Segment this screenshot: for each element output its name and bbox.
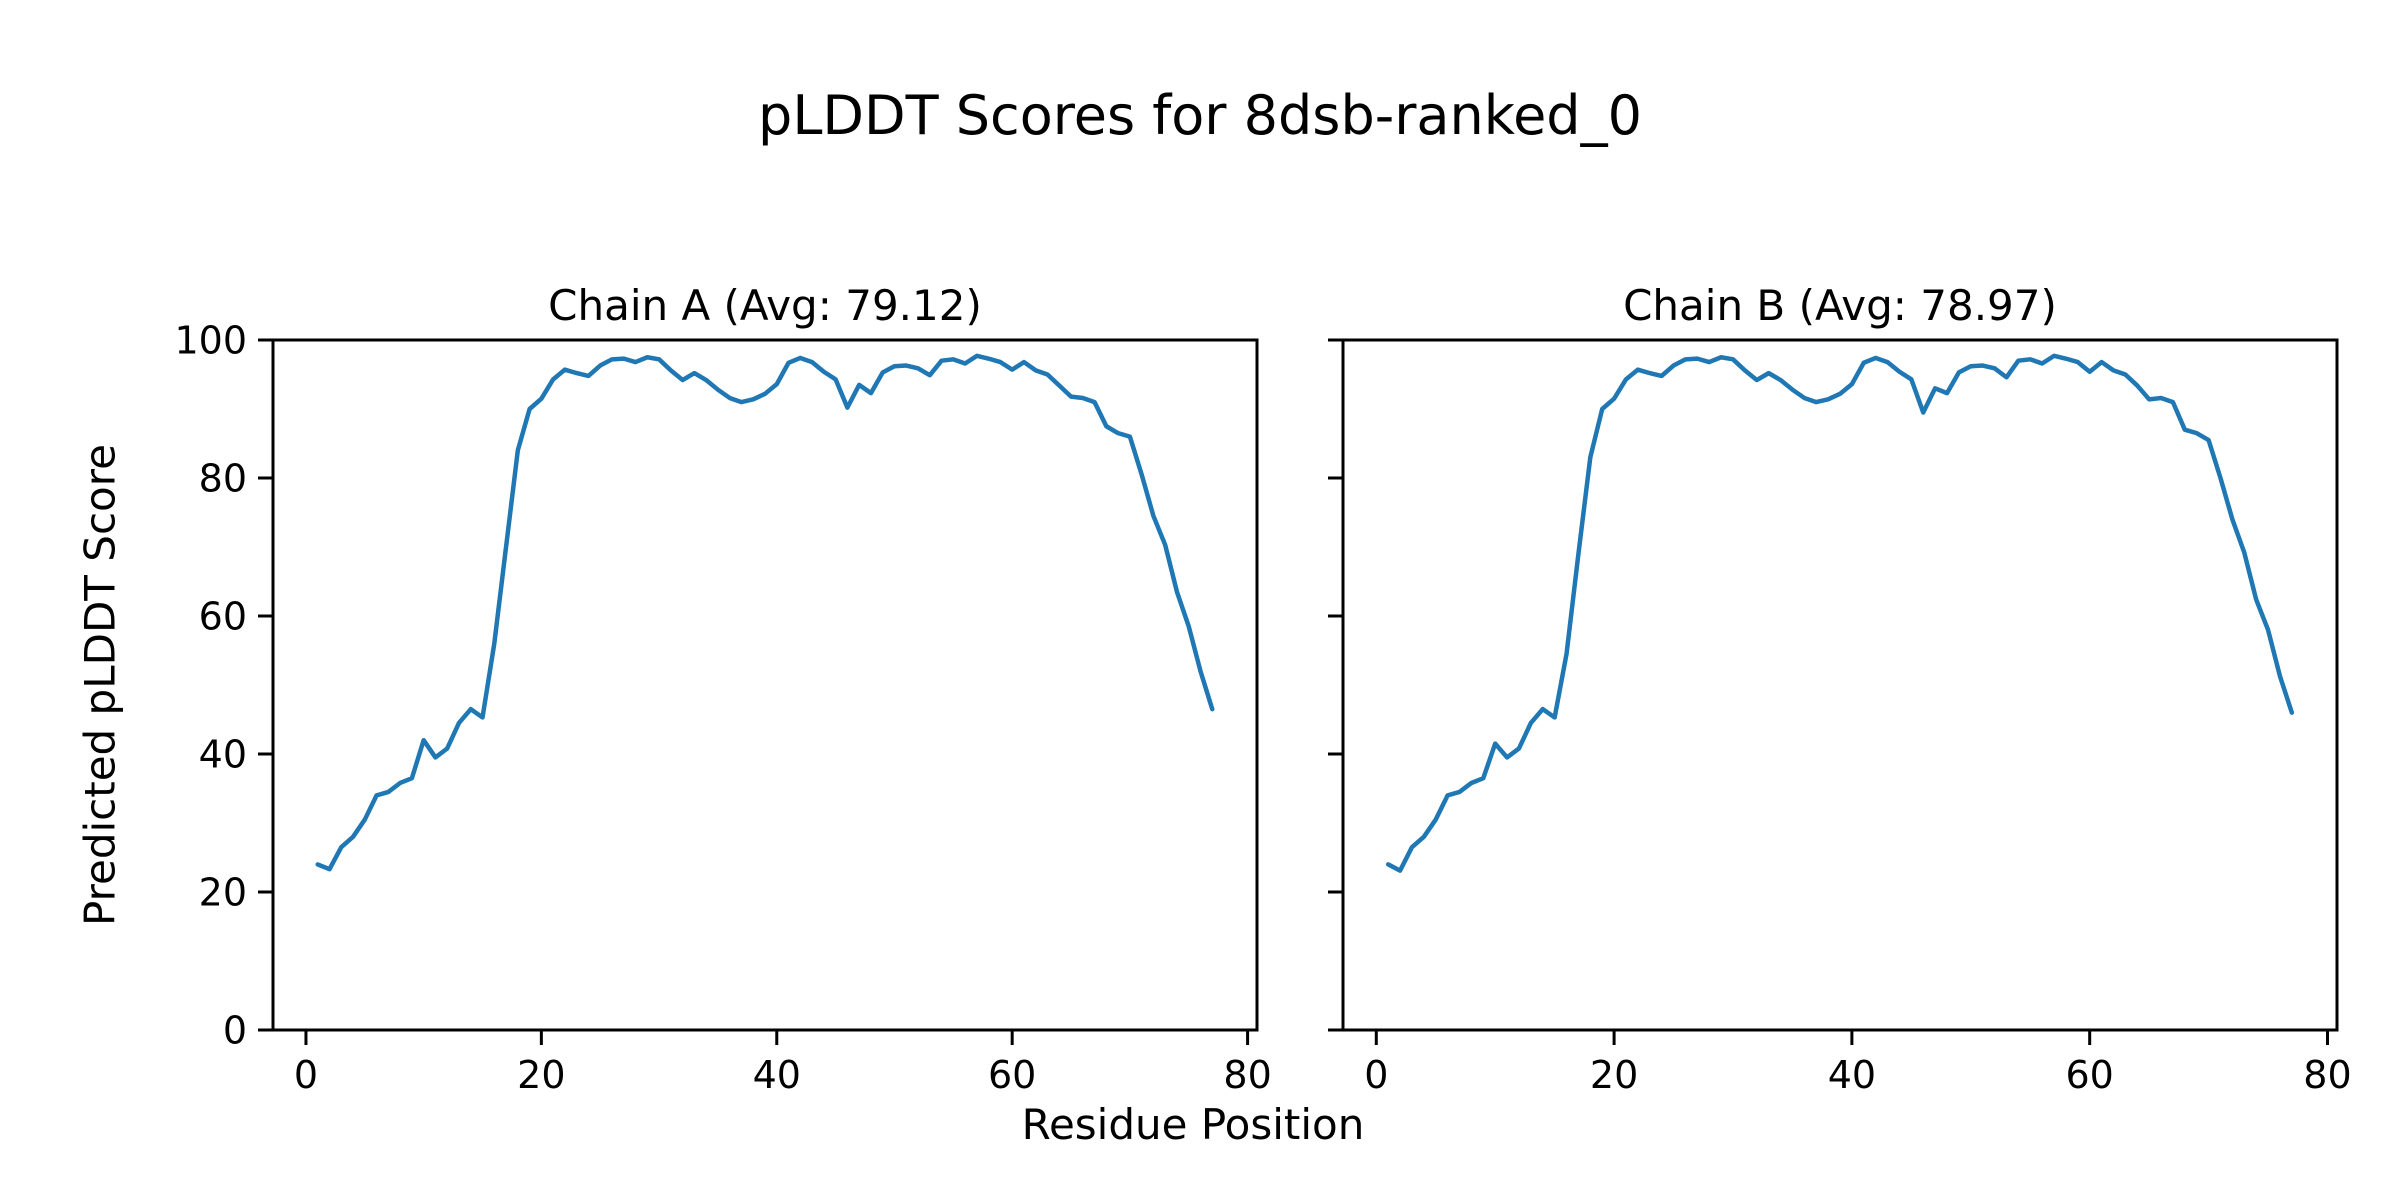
- y-tick-label: 40: [199, 732, 247, 776]
- x-tick-label: 60: [988, 1053, 1036, 1097]
- plddt-line-chain-a: [315, 353, 1215, 872]
- subplot-a-title: Chain A (Avg: 79.12): [548, 281, 982, 330]
- x-tick-label: 80: [1223, 1053, 1271, 1097]
- y-tick-label: 100: [174, 318, 247, 362]
- axes-spines: [1341, 338, 2339, 1032]
- x-tick-label: 20: [517, 1053, 565, 1097]
- y-tick-label: 80: [199, 456, 247, 500]
- x-axis-label: Residue Position: [1021, 1100, 1365, 1149]
- x-tick-label: 40: [1828, 1053, 1876, 1097]
- x-tick-label: 60: [2066, 1053, 2114, 1097]
- y-tick-label: 60: [199, 594, 247, 638]
- x-tick-label: 40: [753, 1053, 801, 1097]
- x-tick-label: 0: [294, 1053, 318, 1097]
- subplot-chain-b-plot: 0 20 40 60 80: [1328, 338, 2352, 1097]
- x-tick-label: 80: [2303, 1053, 2351, 1097]
- subplot-b-title: Chain B (Avg: 78.97): [1623, 281, 2057, 330]
- y-axis-label: Predicted pLDDT Score: [75, 444, 125, 926]
- y-tick-label: 0: [223, 1008, 247, 1052]
- axes-spines: [271, 338, 1259, 1032]
- x-tick-label: 0: [1364, 1053, 1388, 1097]
- subplot-chain-a-plot: 0 20 40 60 80 0 20 40 60 80 100: [174, 318, 1271, 1097]
- figure-title: pLDDT Scores for 8dsb-ranked_0: [758, 84, 1642, 147]
- plddt-line-chain-b: [1385, 353, 2295, 873]
- x-tick-label: 20: [1590, 1053, 1638, 1097]
- y-tick-label: 20: [199, 870, 247, 914]
